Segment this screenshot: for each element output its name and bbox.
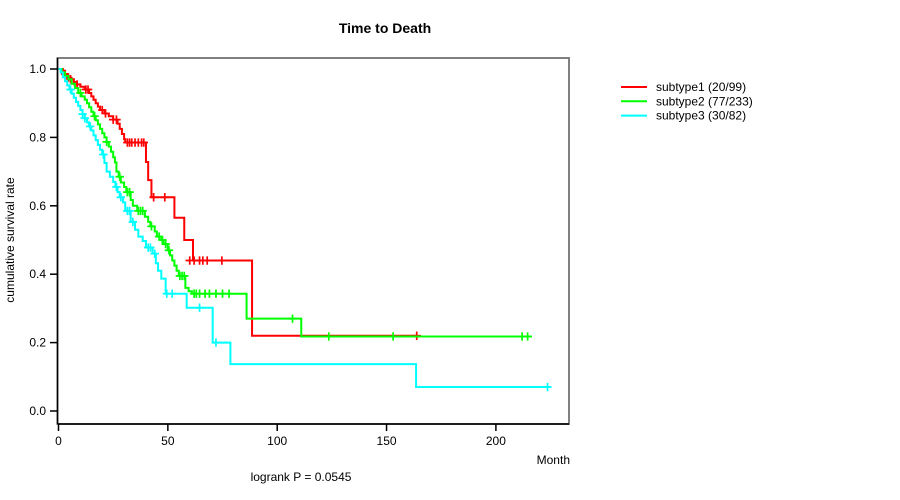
x-axis-label: Month [537, 453, 570, 467]
survival-curve-subtype2 [58, 68, 532, 338]
y-axis-ticks: 0.0 0.2 0.4 0.6 0.8 1.0 [29, 62, 58, 418]
plot-frame [56, 57, 570, 425]
y-tick-label: 0.4 [29, 267, 46, 281]
y-tick-label: 0.6 [29, 199, 46, 213]
survival-curve-subtype1 [58, 68, 417, 337]
x-tick-label: 100 [267, 434, 287, 448]
x-tick-label: 0 [55, 434, 62, 448]
censor-marks-subtype2 [76, 88, 532, 341]
y-axis-label: cumulative survival rate [3, 177, 17, 303]
censor-marks-subtype1 [60, 69, 421, 340]
y-tick-label: 0.0 [29, 404, 46, 418]
censor-marks-subtype3 [66, 85, 552, 392]
survival-curves [58, 68, 552, 392]
logrank-annotation: logrank P = 0.0545 [251, 470, 352, 484]
x-tick-label: 150 [377, 434, 397, 448]
legend-label-subtype1: subtype1 (20/99) [656, 80, 746, 94]
legend-label-subtype3: subtype3 (30/82) [656, 109, 746, 123]
survival-curve-subtype3 [58, 68, 550, 389]
y-tick-label: 1.0 [29, 62, 46, 76]
y-tick-label: 0.8 [29, 130, 46, 144]
x-axis-ticks: 0 50 100 150 200 [55, 424, 506, 448]
legend: subtype1 (20/99)subtype2 (77/233)subtype… [621, 80, 753, 123]
y-tick-label: 0.2 [29, 336, 46, 350]
x-tick-label: 50 [161, 434, 175, 448]
x-tick-label: 200 [486, 434, 506, 448]
legend-label-subtype2: subtype2 (77/233) [656, 94, 753, 108]
chart-title: Time to Death [339, 20, 431, 36]
